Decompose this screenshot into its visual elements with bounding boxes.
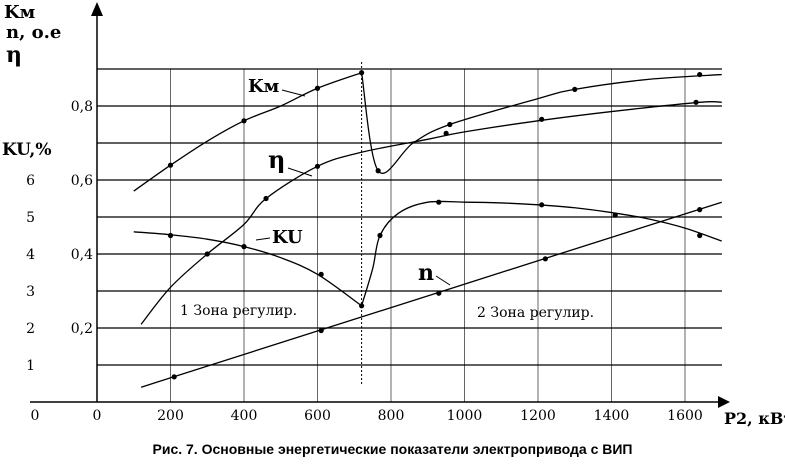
n-line: [140, 201, 722, 388]
n-axis-title: n, о.е: [6, 22, 61, 43]
y-axis-arrow: [91, 2, 103, 16]
x-tick-label: 600: [304, 408, 331, 424]
zone-annotations: 1 Зона регулир. 2 Зона регулир.: [180, 60, 594, 384]
data-point: [171, 374, 177, 380]
data-point: [377, 232, 383, 239]
figure-caption: Рис. 7. Основные энергетические показате…: [152, 441, 633, 457]
data-point: [167, 232, 174, 239]
left-tick-label: 0,2: [71, 321, 93, 337]
ku-curve: [133, 231, 362, 307]
ku-tick-label: 4: [26, 247, 35, 263]
zone-1-label: 1 Зона регулир.: [180, 303, 297, 319]
data-point: [314, 85, 321, 91]
n-label-leader: [435, 275, 451, 286]
x-axis-title: P2, кВт: [724, 409, 785, 428]
series: [133, 70, 722, 388]
x-tick-label: 400: [231, 408, 258, 424]
data-point: [436, 199, 442, 205]
x-tick-label: 1000: [447, 408, 483, 424]
data-point: [447, 121, 453, 128]
ku-axis-title: KU,%: [2, 140, 52, 160]
x-tick-label: 800: [378, 408, 405, 424]
axes: [30, 2, 730, 408]
data-point: [697, 232, 703, 239]
data-point: [693, 99, 699, 105]
left-tick-label: 0,4: [71, 247, 93, 263]
tick-labels: 0 200 400 600 800 1000 1200 1400 1600 0 0,2 0,4 0,6 0…: [26, 99, 703, 424]
data-point: [539, 116, 545, 122]
ku-tick-label: 6: [26, 173, 35, 189]
data-point: [318, 271, 324, 277]
data-point: [241, 244, 247, 250]
grid: [97, 68, 722, 402]
data-point: [539, 202, 545, 208]
x-tick-label: 200: [157, 408, 184, 424]
km-label: Kм: [248, 76, 280, 97]
zone-2-label: 2 Зона регулир.: [477, 305, 594, 321]
ku-tick-label: 3: [26, 284, 35, 300]
data-point: [375, 168, 381, 174]
data-point: [697, 207, 703, 213]
data-point: [263, 195, 269, 202]
km-curve-zone2: [360, 72, 722, 174]
km-axis-title: Kм: [4, 2, 36, 23]
ku-label-leader: [255, 237, 271, 241]
ku-label: KU: [272, 227, 303, 248]
data-point: [318, 327, 324, 334]
ku-tick-label: 1: [26, 358, 35, 374]
data-point: [204, 251, 210, 257]
data-point: [436, 290, 442, 296]
x-tick-label: 0: [93, 408, 102, 424]
left-tick-label: 0,6: [71, 173, 93, 189]
x-tick-label: 1200: [520, 408, 556, 424]
data-point: [314, 163, 321, 169]
ku-tick-label: 5: [26, 210, 35, 226]
x-tick-label: 1600: [667, 408, 703, 424]
data-point: [572, 86, 578, 92]
ku-tick-label: 2: [26, 321, 35, 337]
data-point: [241, 118, 247, 124]
data-point: [542, 256, 548, 262]
left-tick-label: 0,8: [71, 99, 93, 115]
data-point: [612, 212, 618, 218]
ku-zero-label: 0: [31, 408, 40, 424]
km-label-leader: [281, 89, 306, 97]
eta-label: η: [268, 145, 285, 174]
eta-axis-title: η: [6, 42, 22, 68]
series-labels: Kм η KU n: [248, 76, 451, 286]
data-point: [697, 71, 703, 78]
data-point: [167, 162, 174, 168]
n-label: n: [418, 260, 434, 286]
x-axis-arrow: [718, 396, 730, 408]
data-point: [443, 130, 449, 136]
eta-label-leader: [287, 167, 313, 177]
x-tick-label: 1400: [594, 408, 630, 424]
